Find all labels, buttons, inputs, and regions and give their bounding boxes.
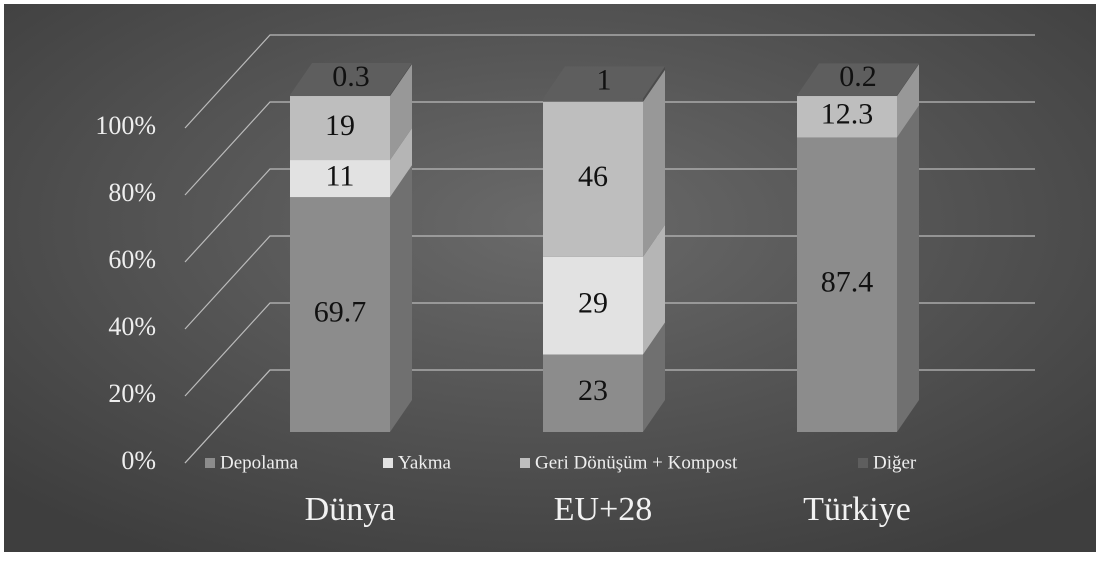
bar — [543, 256, 643, 355]
bar — [797, 137, 897, 432]
bar — [797, 96, 897, 138]
data-label: 23 — [578, 374, 608, 407]
bar-side — [897, 64, 919, 138]
bar — [290, 95, 390, 97]
bar-side — [390, 128, 412, 198]
grid-line — [184, 302, 1035, 397]
data-label: 12.3 — [821, 98, 874, 131]
y-tick-label: 80% — [108, 178, 156, 207]
grid-line — [184, 235, 1035, 330]
bar — [543, 101, 643, 257]
data-label: 0.3 — [332, 60, 370, 93]
bar — [797, 95, 897, 97]
bar-side — [390, 64, 412, 161]
data-label: 46 — [578, 160, 608, 193]
bar-side — [643, 69, 665, 257]
bar-label: Dünya — [305, 491, 396, 528]
bar — [290, 96, 390, 161]
data-label: 1 — [597, 63, 612, 96]
bar-side — [643, 322, 665, 432]
bar-side — [897, 105, 919, 432]
bar-side — [897, 63, 919, 97]
data-label: 87.4 — [821, 266, 874, 299]
legend-label: Depolama — [220, 452, 299, 473]
bar-top — [290, 63, 412, 95]
bar-side — [390, 63, 412, 97]
bar-top — [797, 63, 919, 96]
bar — [543, 354, 643, 432]
y-tick-label: 60% — [108, 245, 156, 274]
legend-swatch — [858, 458, 868, 468]
data-label: 0.2 — [839, 60, 877, 93]
y-tick-label: 20% — [108, 379, 156, 408]
y-tick-label: 0% — [121, 446, 156, 475]
bar — [543, 98, 643, 102]
bar-side — [643, 224, 665, 355]
bar-label: EU+28 — [554, 491, 653, 528]
legend-swatch — [205, 458, 215, 468]
bar-side — [390, 165, 412, 432]
bar-side — [643, 66, 665, 102]
grid-line — [184, 34, 1035, 129]
bar-label: Türkiye — [803, 491, 911, 528]
legend-label: Geri Dönüşüm + Kompost — [535, 452, 738, 473]
floor-line — [184, 369, 271, 464]
data-label: 19 — [325, 109, 355, 142]
data-label: 29 — [578, 287, 608, 320]
y-tick-label: 100% — [95, 111, 156, 140]
legend-swatch — [520, 458, 530, 468]
legend-label: Diğer — [873, 452, 917, 473]
grid-line — [184, 168, 1035, 263]
bar — [290, 197, 390, 432]
data-label: 69.7 — [314, 295, 367, 328]
data-label: 11 — [326, 159, 355, 192]
bar-top — [543, 66, 665, 99]
legend-swatch — [383, 458, 393, 468]
y-tick-label: 40% — [108, 312, 156, 341]
bar — [290, 160, 390, 198]
legend-label: Yakma — [398, 452, 452, 473]
grid-line — [184, 101, 1035, 196]
